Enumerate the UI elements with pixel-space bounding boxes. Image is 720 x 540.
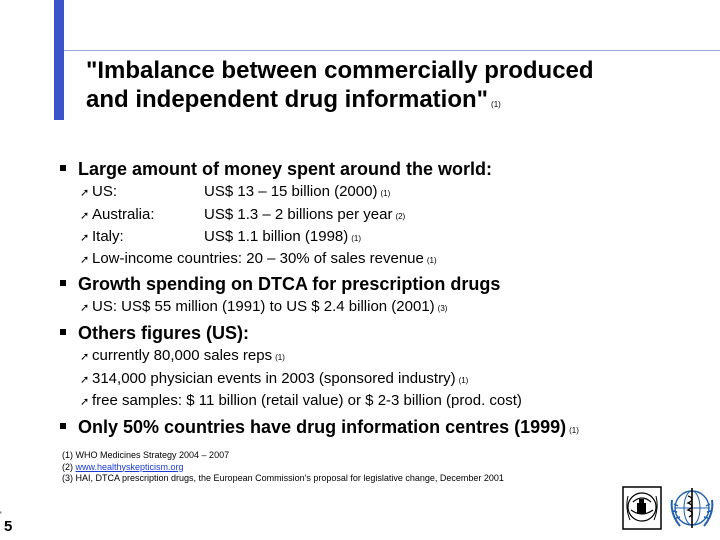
bullet-1: Large amount of money spent around the w… (60, 158, 492, 180)
arrow-bullet-icon: ➚ (80, 254, 90, 266)
footnote-3: (3) HAI, DTCA prescription drugs, the Eu… (62, 473, 504, 483)
bullet-4: Only 50% countries have drug information… (60, 416, 579, 442)
square-bullet-icon (60, 423, 66, 430)
who-emblem-icon (668, 484, 716, 537)
square-bullet-icon (60, 165, 66, 172)
sub-item-low-income: ➚ Low-income countries: 20 – 30% of sales… (80, 249, 437, 270)
page-number: 5 (4, 518, 13, 535)
title-rule (64, 50, 720, 51)
arrow-bullet-icon: ➚ (80, 302, 90, 314)
arrow-bullet-icon: ➚ (80, 351, 90, 363)
bullet-3: Others figures (US): (60, 322, 249, 344)
title-ref: (1) (491, 100, 501, 109)
bullet-2: Growth spending on DTCA for prescription… (60, 273, 500, 295)
footnote-2-link[interactable]: www.healthyskepticism.org (75, 461, 184, 472)
arrow-bullet-icon: ➚ (80, 232, 90, 244)
medicines-logo-icon (622, 486, 662, 535)
sub-item-us: ➚ US: US$ 13 – 15 billion (2000) (1) (80, 182, 390, 203)
sub-item-physician-events: ➚ 314,000 physician events in 2003 (spons… (80, 369, 468, 390)
title-line-1: "Imbalance between commercially produced (86, 57, 594, 84)
footnote-2: (2) www.healthyskepticism.org (62, 461, 184, 472)
corner-mark: ' (0, 510, 2, 520)
footnote-1: (1) WHO Medicines Strategy 2004 – 2007 (62, 450, 230, 460)
arrow-bullet-icon: ➚ (80, 210, 90, 222)
arrow-bullet-icon: ➚ (80, 187, 90, 199)
sub-item-dtca-us: ➚ US: US$ 55 million (1991) to US $ 2.4 b… (80, 297, 447, 318)
arrow-bullet-icon: ➚ (80, 396, 90, 408)
sub-item-free-samples: ➚ free samples: $ 11 billion (retail valu… (80, 391, 522, 412)
accent-bar (54, 0, 64, 120)
title-line-2: and independent drug information" (1) (86, 86, 501, 113)
sub-item-sales-reps: ➚ currently 80,000 sales reps (1) (80, 346, 285, 367)
sub-item-australia: ➚ Australia: US$ 1.3 – 2 billions per year… (80, 205, 405, 226)
footnotes: (1) WHO Medicines Strategy 2004 – 2007 (… (62, 450, 504, 485)
square-bullet-icon (60, 280, 66, 287)
sub-item-italy: ➚ Italy: US$ 1.1 billion (1998) (1) (80, 227, 361, 248)
square-bullet-icon (60, 329, 66, 336)
arrow-bullet-icon: ➚ (80, 374, 90, 386)
slide-title: "Imbalance between commercially produced… (86, 56, 706, 119)
